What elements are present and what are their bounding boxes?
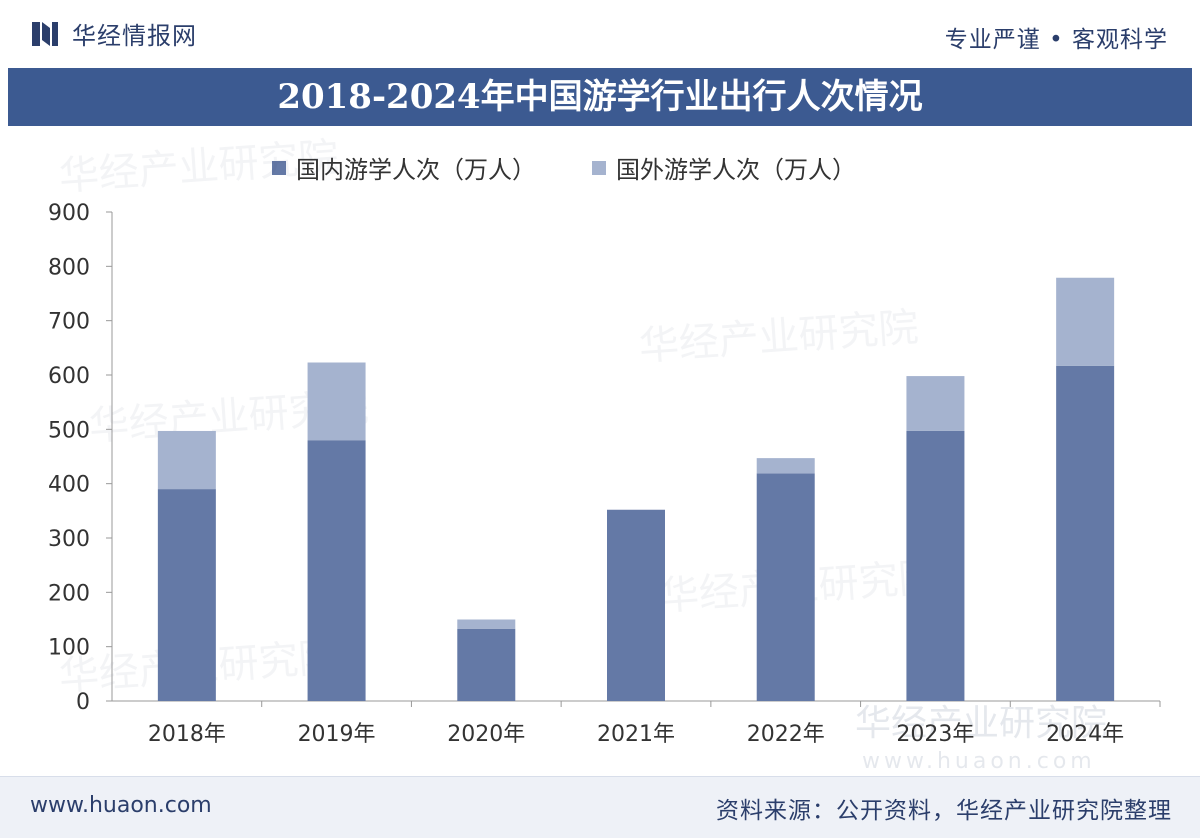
legend-item-overseas: 国外游学人次（万人） [592,150,856,185]
bar-overseas [307,362,366,441]
x-tick-label: 2020年 [447,722,525,747]
x-tick-label: 2023年 [896,722,974,747]
x-tick-label: 2018年 [148,722,226,747]
footer-source: 资料来源：公开资料，华经产业研究院整理 [716,798,1172,824]
footer: www.huaon.com 资料来源：公开资料，华经产业研究院整理 [0,776,1200,838]
y-tick-label: 400 [48,473,90,498]
legend-label-domestic: 国内游学人次（万人） [296,156,536,184]
watermark-text: 华经产业研究院 [855,703,1107,744]
title-band: 2018-2024年中国游学行业出行人次情况 [8,68,1192,126]
watermark-url: www.huaon.com [862,749,1096,774]
bar-domestic [906,430,965,701]
watermark-text: 华经产业研究院 [637,305,920,370]
y-tick-label: 900 [48,201,90,226]
bar-domestic [157,489,216,701]
brand-logo-icon [32,21,58,46]
bar-overseas [457,619,516,629]
bar-domestic [756,473,815,701]
bar-overseas [1056,277,1115,366]
y-tick-label: 0 [76,690,90,715]
footer-site-url: www.huaon.com [30,793,212,818]
bar-overseas [157,430,216,490]
bar-overseas [756,458,815,474]
legend-label-overseas: 国外游学人次（万人） [616,156,856,184]
legend-item-domestic: 国内游学人次（万人） [272,150,536,185]
y-tick-label: 600 [48,364,90,389]
y-tick-label: 100 [48,636,90,661]
legend-swatch-domestic [272,160,286,175]
top-bar: 华经情报网 专业严谨 • 客观科学 [0,0,1200,60]
bar-overseas [906,376,965,431]
brand-name: 华经情报网 [72,22,197,50]
bar-domestic [607,509,665,701]
bar-domestic [457,628,516,701]
legend-swatch-overseas [592,160,606,175]
y-tick-label: 300 [48,527,90,552]
x-tick-label: 2024年 [1046,722,1124,747]
y-tick-label: 200 [48,581,90,606]
legend: 国内游学人次（万人） 国外游学人次（万人） [272,150,856,185]
slogan: 专业严谨 • 客观科学 [944,27,1168,53]
brand: 华经情报网 [30,16,197,51]
x-tick-label: 2022年 [747,722,825,747]
x-tick-label: 2019年 [298,722,376,747]
watermark-text: 华经产业研究院 [57,135,340,200]
y-tick-label: 800 [48,255,90,280]
chart-title: 2018-2024年中国游学行业出行人次情况 [277,77,923,117]
x-tick-label: 2021年 [597,722,675,747]
y-tick-label: 700 [48,310,90,335]
y-tick-label: 500 [48,418,90,443]
bar-domestic [1056,365,1115,701]
bar-domestic [307,440,366,701]
